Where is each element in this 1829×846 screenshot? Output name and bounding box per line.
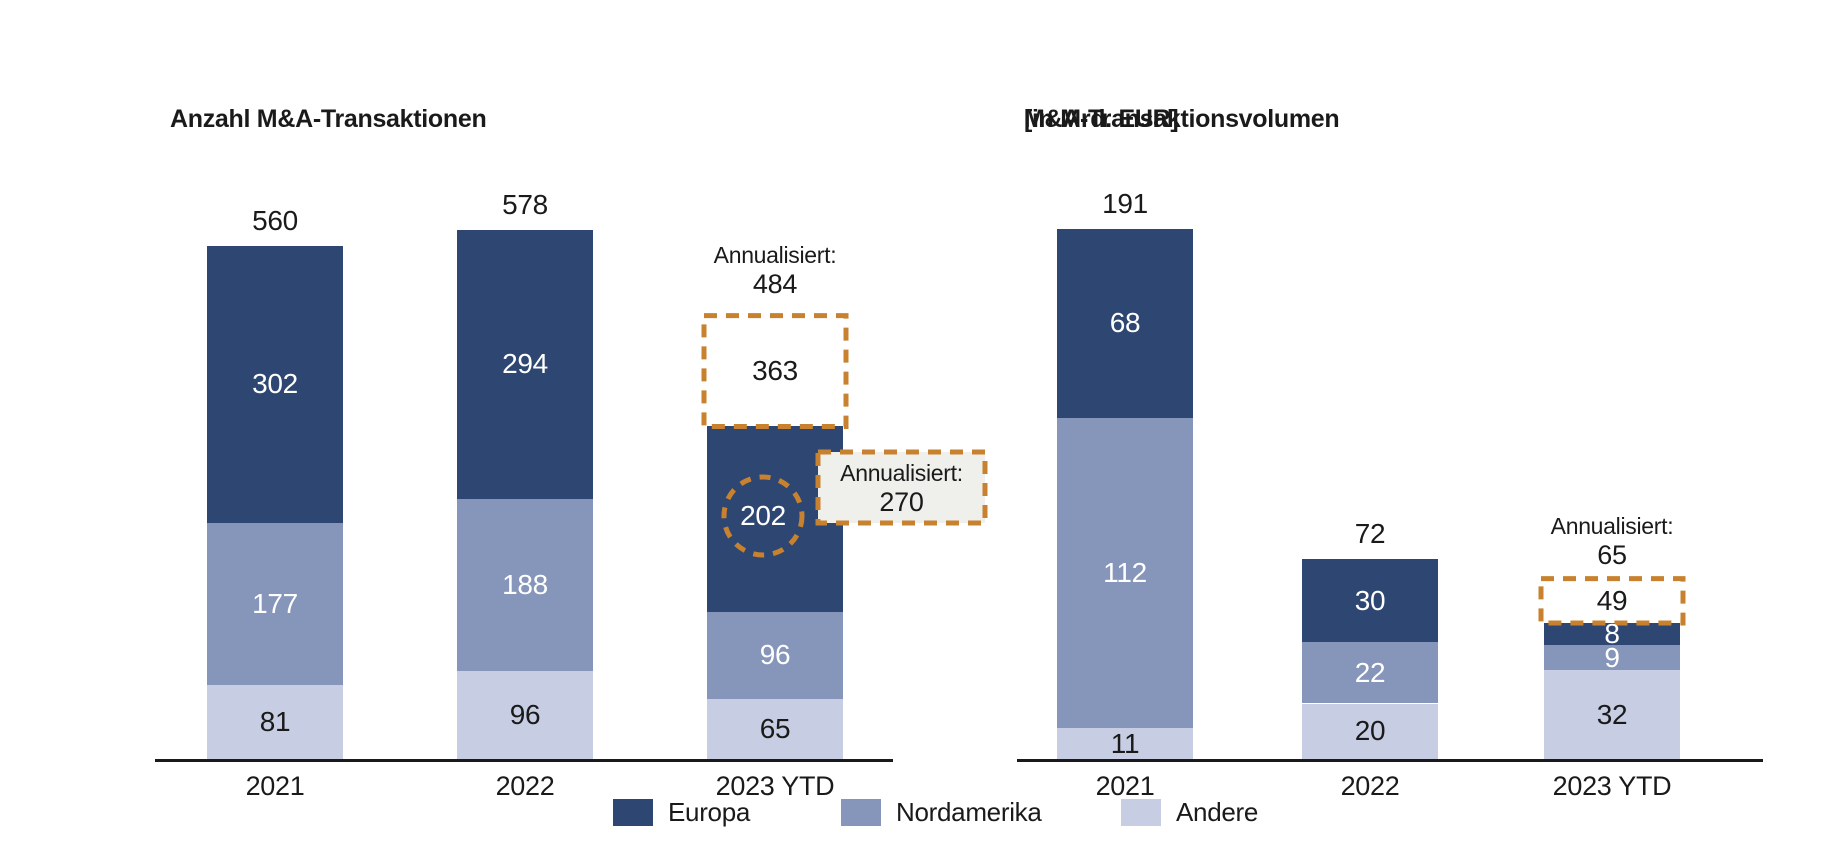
segment-value-label: 188: [502, 568, 548, 600]
bar-segment-andere: [1302, 703, 1438, 759]
x-axis-line: [1017, 759, 1763, 762]
legend-label: Nordamerika: [896, 797, 1042, 827]
bar-total-label: 72: [1354, 518, 1386, 550]
annualized-callout-value: 270: [879, 487, 924, 517]
bar-segment-nordamerika: [707, 611, 843, 700]
x-axis-label: 2021: [245, 771, 305, 801]
segment-value-label: 9: [1604, 641, 1620, 673]
legend-swatch-andere: [1121, 798, 1161, 826]
legend-label: Europa: [668, 797, 751, 827]
bar-segment-andere: [1057, 728, 1193, 759]
chart-title-line: Anzahl M&A-Transaktionen: [170, 105, 487, 133]
annualized-value: 484: [752, 269, 798, 299]
segment-value-label: 22: [1354, 656, 1386, 688]
segment-value-label: 177: [252, 587, 298, 619]
bar-segment-europa: [1302, 559, 1438, 643]
segment-value-label: 65: [759, 713, 791, 745]
segment-value-label: 112: [1103, 557, 1147, 589]
segment-value-label: 302: [252, 368, 298, 400]
ytd-total-label: 363: [752, 355, 798, 387]
x-axis-label: 2022: [1340, 771, 1400, 801]
bar-segment-andere: [707, 699, 843, 759]
segment-value-label: 8: [1604, 618, 1620, 650]
segment-value-label: 32: [1596, 698, 1628, 730]
bar-total-label: 191: [1102, 187, 1148, 219]
segment-value-label: 96: [509, 699, 541, 731]
bar-segment-nordamerika: [207, 522, 343, 685]
segment-value-label: 81: [259, 705, 291, 737]
bar-segment-europa: [1544, 623, 1680, 646]
bar-total-label: 560: [252, 205, 298, 237]
bar-segment-europa: [207, 246, 343, 523]
chart-title-line: [in Mrd. EUR]: [1024, 105, 1179, 133]
bar-segment-andere: [457, 671, 593, 759]
bar-segment-europa: [457, 229, 593, 499]
annualized-label: Annualisiert:: [1550, 513, 1674, 539]
x-axis-label: 2023 YTD: [715, 771, 835, 801]
segment-value-label: 20: [1354, 715, 1386, 747]
x-axis-label: 2022: [495, 771, 555, 801]
legend-swatch-europa: [613, 798, 653, 826]
bar-segment-andere: [207, 684, 343, 759]
x-axis-label: 2021: [1095, 771, 1155, 801]
annualized-callout-label: Annualisiert:: [840, 460, 963, 486]
legend-label: Andere: [1176, 797, 1259, 827]
bar-segment-europa: [1057, 228, 1193, 418]
segment-value-label: 96: [759, 639, 791, 671]
legend-item-andere: Andere: [1121, 797, 1258, 827]
annualized-label: Annualisiert:: [713, 242, 837, 268]
bar-segment-nordamerika: [1544, 645, 1680, 671]
chart-title-line: M&A-Transaktionsvolumen: [1024, 105, 1340, 133]
segment-value-label: 30: [1354, 584, 1386, 616]
bar-segment-andere: [1544, 670, 1680, 759]
segment-value-label: 68: [1109, 307, 1141, 339]
legend-swatch-nordamerika: [841, 798, 881, 826]
segment-value-label: 294: [502, 348, 548, 380]
bar-segment-nordamerika: [1057, 417, 1193, 729]
x-axis-line: [155, 759, 893, 762]
segment-value-label: 11: [1110, 727, 1140, 759]
legend-item-europa: Europa: [613, 797, 750, 827]
bar-total-label: 578: [502, 188, 548, 220]
x-axis-label: 2023 YTD: [1552, 771, 1672, 801]
annualized-value: 65: [1597, 540, 1627, 570]
bar-segment-nordamerika: [457, 498, 593, 672]
ytd-total-label: 49: [1596, 584, 1628, 616]
bar-segment-nordamerika: [1302, 642, 1438, 704]
legend-item-nordamerika: Nordamerika: [841, 797, 1042, 827]
